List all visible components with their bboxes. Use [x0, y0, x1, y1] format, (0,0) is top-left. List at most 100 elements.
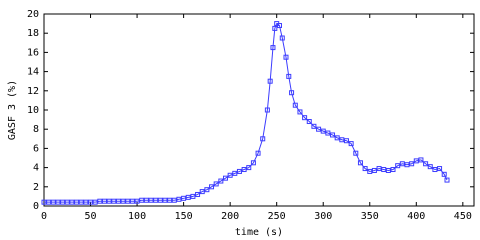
y-tick-label: 0	[33, 201, 39, 212]
data-point	[218, 178, 224, 184]
data-point	[276, 23, 282, 29]
data-point	[283, 54, 289, 60]
data-point	[139, 197, 145, 203]
y-tick-label: 10	[27, 105, 39, 116]
data-point	[101, 198, 107, 204]
data-point	[343, 138, 349, 144]
y-tick-label: 14	[27, 67, 39, 78]
data-point	[204, 187, 210, 193]
data-point	[46, 199, 52, 205]
data-point	[357, 160, 363, 166]
data-point	[106, 198, 112, 204]
data-point	[339, 137, 345, 143]
data-point	[55, 199, 61, 205]
data-point	[246, 165, 252, 171]
data-point	[41, 199, 47, 205]
y-tick-label: 6	[33, 143, 39, 154]
data-point	[190, 193, 196, 199]
data-point	[367, 168, 373, 174]
data-point	[399, 161, 405, 167]
x-tick-label: 50	[85, 211, 97, 222]
data-point	[330, 132, 336, 138]
data-point	[297, 109, 303, 115]
x-tick-label: 100	[128, 211, 146, 222]
data-point	[437, 166, 443, 172]
data-point	[353, 150, 359, 156]
data-point	[320, 128, 326, 134]
data-point	[306, 119, 312, 125]
x-tick-label: 300	[314, 211, 332, 222]
data-point	[167, 197, 173, 203]
data-point	[181, 195, 187, 201]
data-point	[227, 172, 233, 178]
data-point	[427, 164, 433, 170]
data-point	[120, 198, 126, 204]
data-point	[292, 102, 298, 108]
data-point	[111, 198, 117, 204]
data-point	[279, 35, 285, 41]
data-point	[78, 199, 84, 205]
data-point	[232, 170, 238, 176]
data-point	[413, 158, 419, 164]
data-point	[115, 198, 121, 204]
data-point	[381, 167, 387, 173]
data-point	[157, 197, 163, 203]
plot-frame	[43, 13, 475, 207]
data-point	[390, 167, 396, 173]
data-point	[236, 168, 242, 174]
data-point	[270, 45, 276, 51]
data-point	[143, 197, 149, 203]
data-point	[272, 25, 278, 31]
data-point	[302, 115, 308, 121]
data-point	[83, 199, 89, 205]
data-point	[199, 189, 205, 195]
x-tick-label: 450	[454, 211, 472, 222]
data-point	[289, 90, 295, 96]
data-point	[418, 157, 424, 163]
data-point	[286, 73, 292, 79]
y-axis-label: GASF 3 (%)	[7, 80, 18, 140]
x-tick-label: 200	[221, 211, 239, 222]
data-point	[88, 199, 94, 205]
y-tick-label: 12	[27, 86, 39, 97]
y-tick-label: 8	[33, 124, 39, 135]
data-point	[69, 199, 75, 205]
data-point	[134, 198, 140, 204]
data-point	[423, 161, 429, 167]
data-point	[129, 198, 135, 204]
x-tick-label: 400	[407, 211, 425, 222]
data-point	[60, 199, 66, 205]
y-tick-label: 18	[27, 28, 39, 39]
data-line	[44, 22, 448, 203]
data-point	[376, 166, 382, 172]
x-tick-label: 250	[268, 211, 286, 222]
y-tick-label: 16	[27, 47, 39, 58]
data-point	[171, 197, 177, 203]
data-point	[264, 107, 270, 113]
y-tick-label: 20	[27, 9, 39, 20]
data-point	[441, 171, 447, 177]
data-point	[50, 199, 56, 205]
y-tick-label: 2	[33, 182, 39, 193]
data-point	[267, 78, 273, 84]
x-axis-label: time (s)	[235, 227, 283, 238]
data-point	[316, 126, 322, 132]
data-point	[395, 163, 401, 169]
data-point	[74, 199, 80, 205]
x-tick-label: 350	[361, 211, 379, 222]
data-point	[362, 166, 368, 172]
data-point	[209, 184, 215, 190]
data-point	[334, 135, 340, 141]
data-point	[153, 197, 159, 203]
data-point	[125, 198, 131, 204]
data-point	[432, 167, 438, 173]
data-point	[444, 177, 450, 183]
data-point	[97, 198, 103, 204]
data-point	[409, 161, 415, 167]
data-point	[250, 160, 256, 166]
data-point	[385, 167, 391, 173]
data-point	[92, 199, 98, 205]
data-point	[260, 136, 266, 142]
data-point	[185, 194, 191, 200]
data-point	[213, 181, 219, 187]
